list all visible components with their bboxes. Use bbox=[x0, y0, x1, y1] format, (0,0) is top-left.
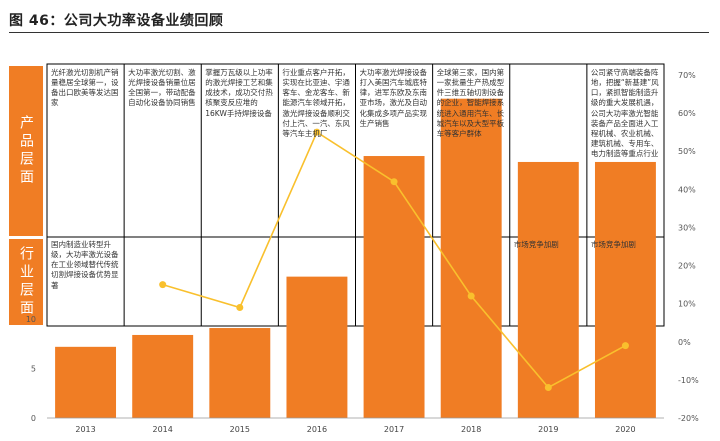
y-right-tick-label: 10% bbox=[678, 300, 696, 309]
y-left-tick-label: 0 bbox=[31, 414, 36, 423]
product-note-2015: 掌握万瓦级以上功率的激光焊接工艺和集成技术，成功交付热核聚变反应堆的16KW手持… bbox=[205, 68, 273, 118]
growth-point bbox=[467, 292, 475, 300]
bar-2016 bbox=[286, 276, 348, 418]
product-note-2016: 行业重点客户开拓，实现在比亚迪、宇通客车、金龙客车、新能源汽车领域开拓，激光焊接… bbox=[282, 68, 350, 138]
growth-point bbox=[390, 178, 398, 186]
x-tick-label-2016: 2016 bbox=[307, 425, 327, 434]
product-note-2013: 光纤激光切割机产销量稳居全球第一，设备出口欧美等发达国家 bbox=[51, 68, 119, 108]
y-right-tick-label: 0% bbox=[678, 338, 691, 347]
growth-point bbox=[313, 128, 321, 136]
x-tick-label-2020: 2020 bbox=[615, 425, 635, 434]
bar-2019 bbox=[517, 161, 579, 418]
y-right-tick-label: 60% bbox=[678, 109, 696, 118]
y-right-tick-label: 40% bbox=[678, 185, 696, 194]
x-tick-label-2018: 2018 bbox=[461, 425, 481, 434]
growth-point bbox=[621, 342, 629, 350]
bar-2014 bbox=[132, 334, 194, 418]
bar-2017 bbox=[363, 156, 425, 418]
product-note-2014: 大功率激光切割、激光焊接设备销量位居全国第一，带动配备自动化设备协同销售 bbox=[128, 68, 196, 108]
bar-2018 bbox=[440, 98, 502, 418]
title-bar: 图 46：公司大功率设备业绩回顾 bbox=[9, 8, 709, 33]
x-tick-label-2015: 2015 bbox=[230, 425, 250, 434]
industry-note-2020: 市场竞争加剧 bbox=[590, 240, 636, 249]
product-level-label: 产品层面 bbox=[9, 66, 43, 236]
y-right-tick-label: 30% bbox=[678, 223, 696, 232]
industry-note-2013: 国内制造业转型升级，大功率激光设备在工业领域替代传统切割焊接设备优势显著 bbox=[51, 240, 119, 290]
x-tick-label-2013: 2013 bbox=[75, 425, 95, 434]
x-tick-label-2017: 2017 bbox=[384, 425, 404, 434]
x-tick-label-2019: 2019 bbox=[538, 425, 558, 434]
product-note-2017: 大功率激光焊接设备打入美国汽车城底特律，进军东欧及东南亚市场，激光及自动化集成多… bbox=[359, 68, 428, 128]
product-note-2018: 全球第三家，国内第一家批量生产热成型件三维五轴切割设备的企业，智能焊接系统进入通… bbox=[436, 68, 505, 138]
bar-2020 bbox=[594, 161, 656, 418]
y-left-tick-label: 5 bbox=[31, 365, 36, 374]
growth-point bbox=[159, 281, 167, 289]
y-right-tick-label: -20% bbox=[678, 414, 699, 423]
y-right-tick-label: 20% bbox=[678, 262, 696, 271]
product-note-2020: 公司紧守高端装备阵地，把握“新基建”风口，紧抓智能制造升级的重大发展机遇，公司大… bbox=[590, 68, 659, 158]
growth-point bbox=[544, 384, 552, 392]
industry-level-label: 行业层面 bbox=[9, 239, 43, 325]
bar-2013 bbox=[55, 346, 117, 418]
y-right-tick-label: -10% bbox=[678, 376, 699, 385]
chart-title: 图 46：公司大功率设备业绩回顾 bbox=[9, 13, 224, 29]
x-tick-label-2014: 2014 bbox=[153, 425, 173, 434]
y-right-tick-label: 50% bbox=[678, 147, 696, 156]
industry-note-2019: 市场竞争加剧 bbox=[513, 240, 559, 249]
growth-point bbox=[236, 303, 244, 311]
y-left-tick-label: 10 bbox=[26, 315, 36, 324]
y-right-tick-label: 70% bbox=[678, 71, 696, 80]
bar-2015 bbox=[209, 328, 271, 418]
